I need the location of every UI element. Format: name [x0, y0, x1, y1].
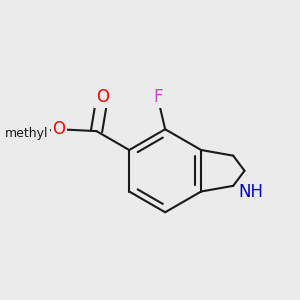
Text: F: F: [153, 88, 162, 106]
Text: NH: NH: [239, 182, 264, 200]
Text: O: O: [96, 88, 109, 106]
Text: O: O: [52, 120, 65, 138]
Text: methyl: methyl: [5, 127, 49, 140]
